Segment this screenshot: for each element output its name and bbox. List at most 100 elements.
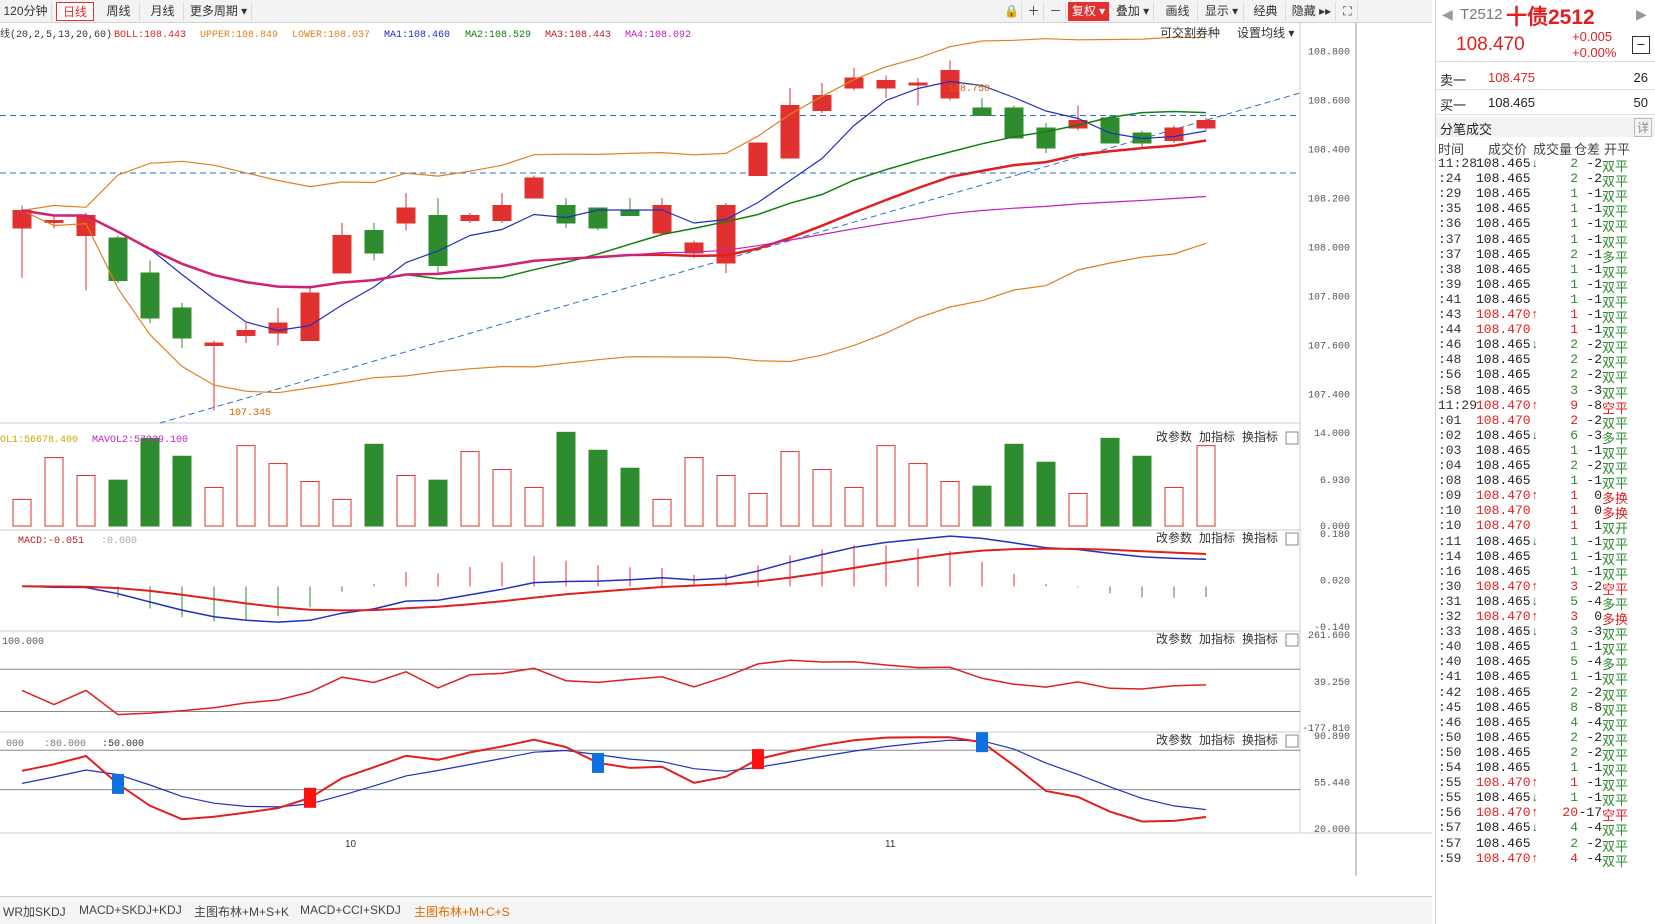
panel-button[interactable]: 加指标 [1199,631,1235,646]
mavol1-value: OL1:56678.400 [0,435,78,446]
trade-time: :08 [1438,473,1462,489]
prev-contract-icon[interactable]: ◀ [1442,6,1453,22]
overlay-dropdown[interactable]: 叠加 ▾ [1112,2,1154,21]
next-contract-icon[interactable]: ▶ [1636,6,1647,22]
lock-icon[interactable]: 🔒 [1002,2,1022,21]
trades-title-bar: 分笔成交 详 [1436,117,1655,137]
trade-oi-change: -4 [1586,820,1602,836]
period-toolbar: 120分钟 日线 周线 月线 更多周期 ▾ 🔒 ＋ － 复权 ▾ 叠加 ▾ 画线… [0,0,1432,23]
panel-button[interactable]: 改参数 [1156,530,1192,545]
panel-button[interactable]: 换指标 [1242,530,1278,545]
detail-button[interactable]: 详 [1633,118,1652,137]
trade-row: :10 108.470 1 0 多换 [1436,503,1655,523]
panel-button[interactable]: 改参数 [1156,732,1192,747]
period-monthly[interactable]: 月线 [142,2,184,21]
axis-tick-label: 90.890 [1314,732,1350,743]
panel-button[interactable]: 加指标 [1199,732,1235,747]
trade-arrow: ↓ [1531,820,1539,836]
trade-row: :54 108.465 1 -1 双平 [1436,760,1655,779]
panel-button[interactable]: 换指标 [1242,732,1278,747]
trade-row: :10 108.470 1 1 双开 [1436,518,1655,537]
draw-line-button[interactable]: 画线 [1158,2,1198,21]
panel-button[interactable]: 改参数 [1156,631,1192,646]
panel-button[interactable]: 换指标 [1242,429,1278,444]
high-annotation: 108.750 [948,84,990,95]
trade-price: 108.470 [1476,503,1531,519]
tradable-bonds-link[interactable]: 可交割券种 [1160,25,1220,40]
zoom-out-icon[interactable]: － [1046,2,1066,21]
tab-boll-m-s-k[interactable]: 主图布林+M+S+K [194,905,290,919]
trade-arrow: ↑ [1531,488,1539,504]
period-120min[interactable]: 120分钟 [0,2,52,21]
trade-price: 108.465 [1476,729,1531,745]
trade-price: 108.465 [1476,790,1531,806]
trade-time: :10 [1438,518,1462,534]
trade-type: 双平 [1602,190,1629,206]
trade-oi-change: -1 [1586,291,1602,307]
boll-lower-line [21,209,1207,394]
candle-body [492,205,512,221]
axis-tick-label: 261.600 [1308,631,1350,642]
volume-bar [364,443,384,527]
trade-row: :08 108.465 1 -1 双平 [1436,473,1655,493]
collapse-icon[interactable]: − [1632,36,1650,54]
trade-row: :57 108.465 ↓ 4 -4 双平 [1436,820,1655,839]
tab-boll-m-c-s[interactable]: 主图布林+M+C+S [414,905,510,919]
trade-oi-change: -1 [1586,261,1602,277]
trade-arrow: ↑ [1531,850,1539,866]
trade-price: 108.465 [1476,639,1531,655]
more-periods-dropdown[interactable]: 更多周期 ▾ [186,2,252,21]
trade-row: :38 108.465 1 -1 双平 [1436,261,1655,281]
ma1-value: MA1:108.460 [384,30,450,41]
trade-time: :41 [1438,291,1462,307]
candle-body [1196,120,1216,129]
kline-chart[interactable]: 108.800 108.600 108.400 108.200 108.000 107.8… [0,23,1432,876]
trade-price: 108.465 [1476,201,1531,217]
price-axes: 108.800 108.600 108.400 108.200 108.000 107.8… [1156,48,1350,837]
trade-type: 双平 [1602,160,1629,175]
trade-type: 多换 [1602,507,1629,523]
trade-volume: 2 [1570,352,1578,368]
tab-macd-skdj-kdj[interactable]: MACD+SKDJ+KDJ [79,903,182,917]
trade-time: :35 [1438,201,1462,217]
trade-oi-change: -3 [1586,382,1602,398]
classic-button[interactable]: 经典 [1246,2,1286,21]
adjust-dropdown[interactable]: 复权 ▾ [1068,2,1110,21]
trade-oi-change: -2 [1586,352,1602,368]
trade-type: 双平 [1602,280,1629,296]
panel-button[interactable]: 加指标 [1199,429,1235,444]
panel-button[interactable]: 加指标 [1199,530,1235,545]
trade-oi-change: -1 [1586,216,1602,232]
trade-time: :40 [1438,639,1462,655]
display-dropdown[interactable]: 显示 ▾ [1200,2,1244,21]
date-label-11: 11 [885,839,896,850]
panel-button[interactable]: 改参数 [1156,429,1192,444]
trade-row: :55 108.470 ↑ 1 -1 双平 [1436,775,1655,794]
tab-wr-skdj[interactable]: WR加SKDJ [3,905,66,919]
col-type: 开平 [1604,142,1631,157]
trade-volume: 1 [1570,563,1578,579]
trade-type: 双平 [1602,477,1629,493]
panel-button[interactable]: 换指标 [1242,631,1278,646]
tab-macd-cci-skdj[interactable]: MACD+CCI+SKDJ [300,903,401,917]
trade-row: :11 108.465 ↓ 1 -1 双平 [1436,534,1655,553]
trade-oi-change: -2 [1586,684,1602,700]
zoom-in-icon[interactable]: ＋ [1024,2,1044,21]
period-daily[interactable]: 日线 [56,2,94,21]
volume-bar [1100,437,1120,527]
boll-params: 线(20,2,5,13,20,60) [0,27,112,41]
trade-row: :59 108.470 ↑ 4 -4 双平 [1436,850,1655,870]
axis-tick-label: 39.250 [1314,678,1350,689]
trade-price: 108.470 [1476,322,1531,338]
axis-tick-label: 107.600 [1308,342,1350,353]
fullscreen-icon[interactable]: ⛶ [1338,2,1358,21]
trade-type: 双平 [1602,673,1629,689]
candle-body [588,207,608,229]
trade-row: :40 108.465 1 -1 双平 [1436,639,1655,658]
trade-row: :56 108.470 ↑ 20 -17 空平 [1436,805,1655,824]
trade-volume: 1 [1570,442,1578,458]
hide-button[interactable]: 隐藏 ▸▸ [1288,2,1336,21]
trade-oi-change: -4 [1586,850,1602,866]
period-weekly[interactable]: 周线 [98,2,140,21]
set-ma-dropdown[interactable]: 设置均线 ▾ [1237,26,1294,40]
